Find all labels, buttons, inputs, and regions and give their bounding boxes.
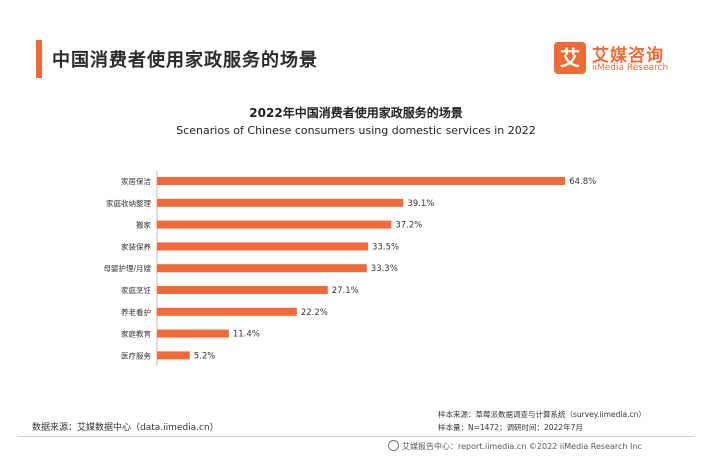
logo-subtitle: iiMedia Research [592, 63, 669, 73]
category-label: 家庭教育 [121, 329, 151, 339]
chart-subtitle: Scenarios of Chinese consumers using dom… [176, 124, 536, 137]
sample-info: 样本来源：草莓派数据调查与计算系统（survey.iimedia.cn） 样本量… [438, 408, 646, 434]
bar [157, 177, 566, 185]
logo-mark: 艾 [554, 42, 586, 74]
bar [157, 264, 367, 273]
category-label: 母婴护理/月嫂 [103, 263, 151, 273]
category-label: 家装保养 [121, 241, 151, 251]
category-label: 家庭收纳整理 [106, 198, 151, 208]
bar [157, 198, 404, 207]
value-label: 11.4% [233, 330, 260, 340]
category-label: 搬家 [136, 220, 151, 230]
report-center-text: 艾媒报告中心：report.iimedia.cn ©2022 iiMedia R… [402, 442, 642, 451]
value-label: 22.2% [301, 308, 328, 318]
bar [157, 329, 229, 338]
bar [157, 242, 369, 251]
page-title: 中国消费者使用家政服务的场景 [52, 50, 318, 71]
globe-icon [388, 440, 399, 451]
category-label: 医疗服务 [121, 350, 151, 360]
sample-source: 样本来源：草莓派数据调查与计算系统（survey.iimedia.cn） [438, 410, 646, 419]
category-label: 家居保洁 [121, 176, 151, 186]
value-label: 39.1% [407, 199, 434, 209]
sample-size: 样本量：N=1472；调研时间：2022年7月 [438, 423, 583, 432]
value-label: 64.8% [569, 177, 596, 187]
bar [157, 351, 190, 360]
value-label: 33.3% [371, 264, 398, 274]
category-label: 家庭烹饪 [121, 285, 151, 295]
chart-title: 2022年中国消费者使用家政服务的场景 [249, 106, 463, 120]
title-accent-bar [36, 40, 42, 78]
footer-divider [18, 436, 694, 437]
category-label: 养老看护 [121, 307, 151, 317]
report-center-footer: 艾媒报告中心：report.iimedia.cn ©2022 iiMedia R… [388, 440, 642, 452]
value-label: 5.2% [194, 351, 216, 361]
bar [157, 307, 297, 316]
value-label: 37.2% [395, 221, 422, 231]
value-label: 27.1% [332, 286, 359, 296]
bar [157, 286, 328, 294]
logo-name: 艾媒咨询 [592, 46, 664, 66]
value-label: 33.5% [372, 242, 399, 252]
brand-logo: 艾 艾媒咨询 iiMedia Research [554, 42, 684, 78]
data-source: 数据来源：艾媒数据中心（data.iimedia.cn） [32, 423, 219, 433]
bar [157, 220, 392, 229]
